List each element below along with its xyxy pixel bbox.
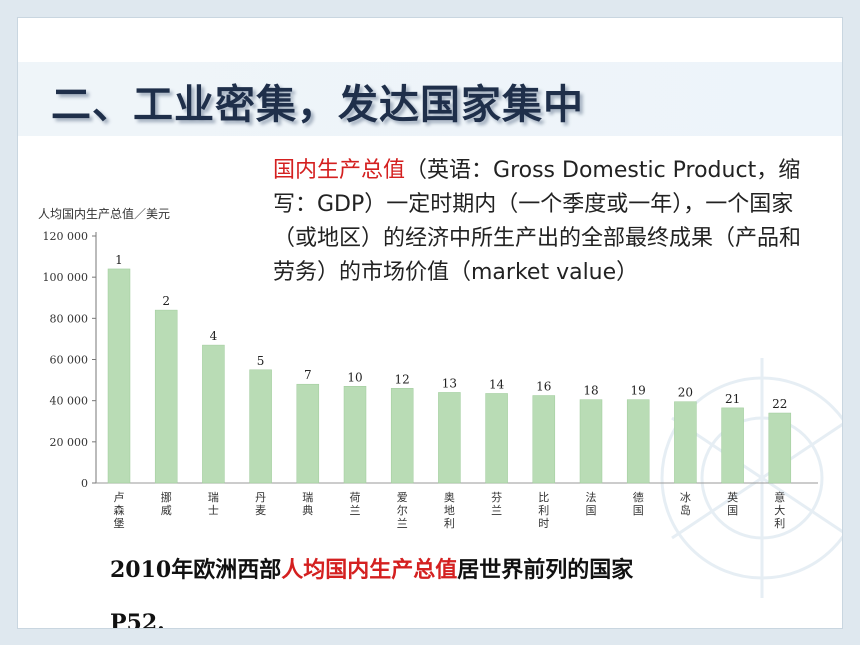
gdp-definition: 国内生产总值（英语：Gross Domestic Product，缩写：GDP）… xyxy=(273,154,818,290)
rank-label: 7 xyxy=(304,368,312,382)
bar xyxy=(343,386,367,484)
category-label: 卢森堡 xyxy=(114,491,125,530)
rank-label: 13 xyxy=(442,376,457,390)
category-label: 爱尔兰 xyxy=(397,491,408,530)
bar xyxy=(202,344,225,484)
slide-title: 二、工业密集，发达国家集中 xyxy=(51,82,584,128)
bar xyxy=(626,399,650,484)
y-tick-label: 0 xyxy=(81,477,88,490)
y-axis: 120 000 100 000 80 000 60 000 40 000 20 000 0 xyxy=(43,230,818,490)
bar xyxy=(107,268,131,484)
bar xyxy=(768,412,792,484)
category-label: 挪威 xyxy=(161,490,172,517)
caption-prefix: 2010年欧洲西部 xyxy=(110,557,282,583)
category-label: 丹麦 xyxy=(255,491,266,517)
category-label: 瑞士 xyxy=(208,490,219,517)
category-label: 芬兰 xyxy=(491,491,502,517)
y-tick-label: 100 000 xyxy=(43,271,89,284)
rank-label: 20 xyxy=(678,386,693,400)
y-axis-label: 人均国内生产总值／美元 xyxy=(38,206,170,221)
bar xyxy=(721,407,744,484)
rank-label: 21 xyxy=(725,392,740,406)
slide: 二、工业密集，发达国家集中 国内生产总值（英语：Gross Domestic P… xyxy=(18,18,842,628)
bar xyxy=(438,392,461,484)
rank-label: 10 xyxy=(347,370,362,384)
bar xyxy=(249,369,272,484)
rank-label: 12 xyxy=(395,372,410,386)
bar xyxy=(296,383,320,484)
chart-caption: 2010年欧洲西部人均国内生产总值居世界前列的国家 xyxy=(110,552,633,584)
category-label: 比利时 xyxy=(538,491,549,530)
rank-label: 18 xyxy=(583,384,598,398)
y-tick-label: 120 000 xyxy=(43,230,89,243)
rank-label: 14 xyxy=(489,377,505,391)
decorative-snowflake-icon xyxy=(660,358,842,598)
rank-label: 1 xyxy=(115,253,123,267)
definition-term: 国内生产总值 xyxy=(273,158,406,183)
bar xyxy=(485,393,508,484)
category-label: 意大利 xyxy=(774,490,785,530)
bar xyxy=(674,401,697,484)
y-tick-label: 60 000 xyxy=(50,354,89,367)
category-label: 冰岛 xyxy=(680,491,691,517)
bar xyxy=(154,309,178,484)
rank-label: 19 xyxy=(631,384,646,398)
rank-label: 22 xyxy=(772,397,787,411)
y-tick-label: 20 000 xyxy=(50,436,89,449)
category-label: 瑞典 xyxy=(302,490,313,517)
bars: 1 卢森堡 2 挪威 4 瑞士 5 丹麦 7 瑞典 10 荷兰 12 爱尔兰 13 奥地利 14 芬兰 16 比利时 1… xyxy=(107,253,792,530)
bar xyxy=(532,395,556,484)
category-label: 奥地利 xyxy=(444,490,455,530)
category-label: 法国 xyxy=(586,490,597,517)
rank-label: 2 xyxy=(162,294,170,308)
rank-label: 5 xyxy=(257,354,265,368)
category-label: 英国 xyxy=(727,490,738,517)
definition-body: （英语：Gross Domestic Product，缩写：GDP）一定时期内（… xyxy=(273,158,802,285)
bar xyxy=(579,399,603,484)
title-band xyxy=(18,62,842,136)
page-reference: P52. xyxy=(110,610,165,628)
bar xyxy=(390,388,414,484)
caption-suffix: 居世界前列的国家 xyxy=(457,557,634,583)
rank-label: 16 xyxy=(536,380,551,394)
category-label: 德国 xyxy=(633,490,644,517)
rank-label: 4 xyxy=(210,329,218,343)
caption-highlight: 人均国内生产总值 xyxy=(281,557,458,583)
category-label: 荷兰 xyxy=(350,491,361,517)
y-tick-label: 40 000 xyxy=(50,395,89,408)
y-tick-label: 80 000 xyxy=(50,312,89,325)
